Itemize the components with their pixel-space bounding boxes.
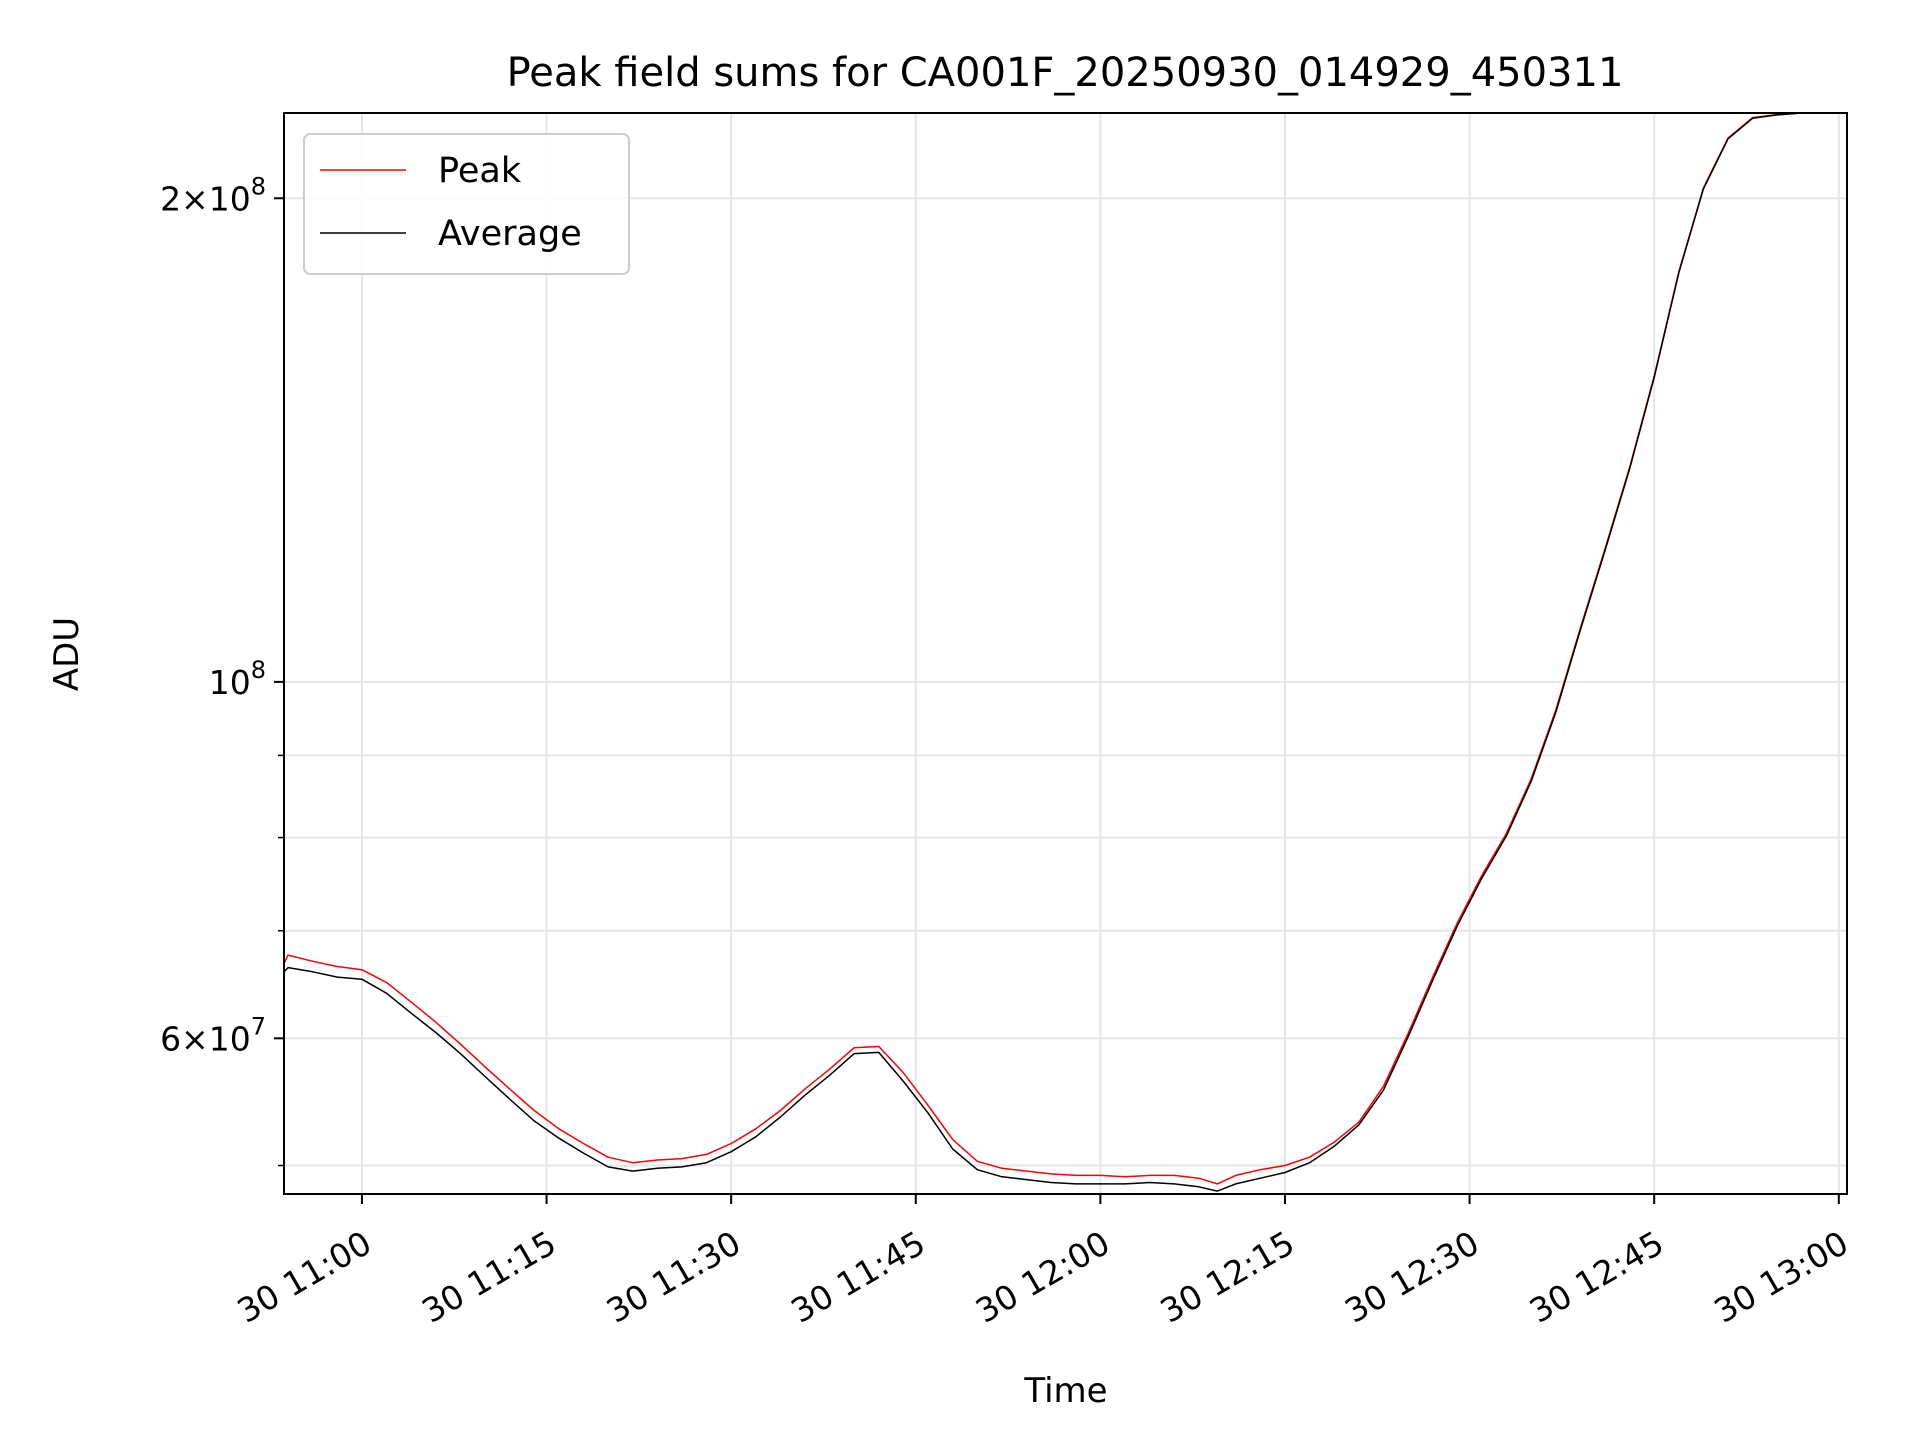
legend: Peak Average (303, 133, 630, 275)
grid (284, 113, 1847, 1194)
y-tick-label: 108 (209, 656, 266, 702)
y-tick-base: 10 (209, 663, 251, 702)
x-tick-label: 30 12:15 (1154, 1223, 1301, 1331)
x-axis-ticks: 30 11:00 30 11:15 30 11:30 30 11:45 30 12:00… (231, 1194, 1855, 1331)
y-tick-mantissa: 2× (160, 179, 209, 218)
chart-title: Peak field sums for CA001F_20250930_0149… (507, 50, 1624, 96)
x-tick-label: 30 12:30 (1338, 1223, 1485, 1331)
y-tick-label: 6×107 (160, 1012, 266, 1058)
y-tick-exponent: 8 (251, 172, 266, 200)
y-tick-exponent: 8 (251, 656, 266, 684)
x-tick-label: 30 11:30 (600, 1223, 747, 1331)
x-tick-label: 30 12:45 (1523, 1223, 1670, 1331)
y-tick-label: 2×108 (160, 172, 266, 218)
x-tick-label: 30 13:00 (1707, 1223, 1854, 1331)
y-tick-base: 10 (209, 179, 251, 218)
series-lines (283, 112, 1847, 1192)
y-tick-mantissa: 6× (160, 1019, 209, 1058)
y-tick-exponent: 7 (251, 1012, 266, 1040)
legend-label-average: Average (438, 214, 582, 254)
legend-box (303, 133, 630, 275)
plot-area-frame (283, 112, 1848, 1195)
x-tick-label: 30 11:15 (415, 1223, 562, 1331)
x-tick-label: 30 12:00 (969, 1223, 1116, 1331)
series-line-average (283, 112, 1847, 1192)
y-tick-base: 10 (209, 1019, 251, 1058)
x-tick-label: 30 11:45 (784, 1223, 931, 1331)
x-tick-label: 30 11:00 (231, 1223, 378, 1331)
x-axis-label: Time (1023, 1371, 1107, 1411)
y-axis-label: ADU (47, 617, 87, 691)
legend-label-peak: Peak (438, 151, 522, 191)
